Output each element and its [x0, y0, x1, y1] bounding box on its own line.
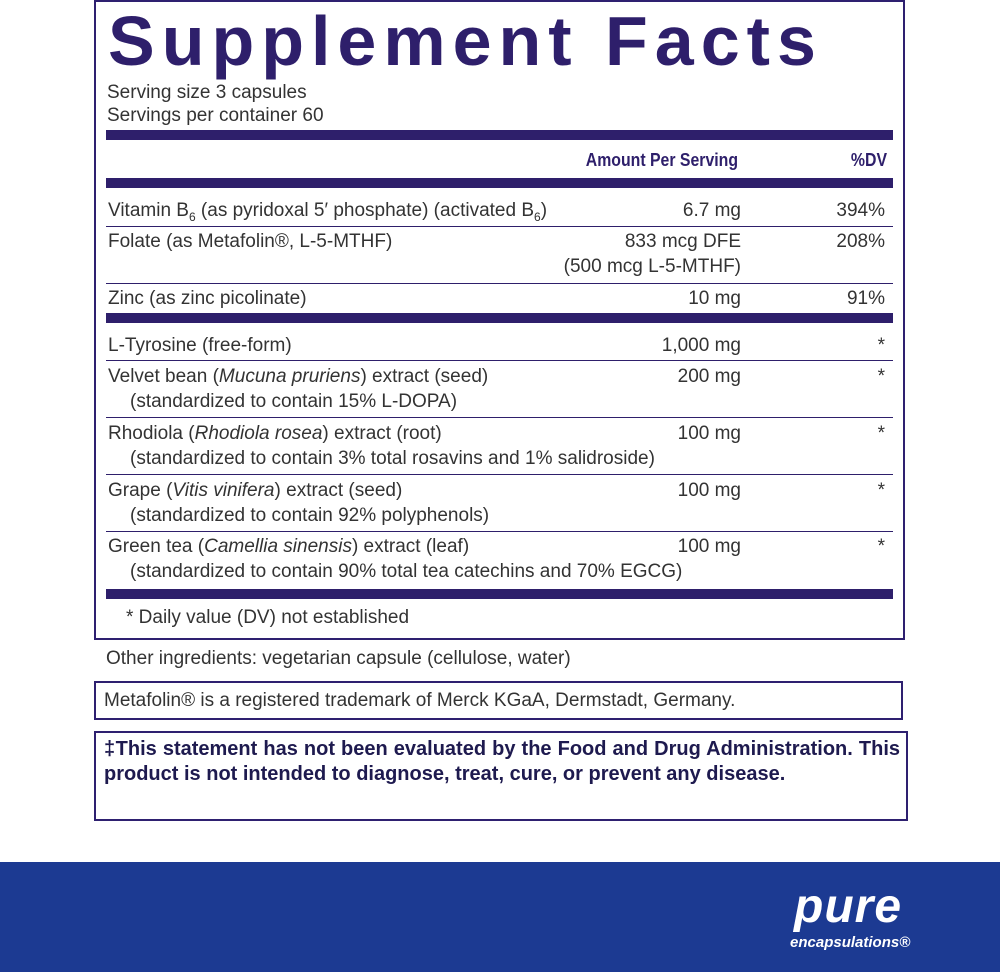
ingredient-dv: * [877, 536, 885, 557]
nutrient-name: Zinc (as zinc picolinate) [108, 288, 307, 309]
fda-disclaimer: ‡This statement has not been evaluated b… [94, 731, 908, 821]
ingredient-amount: 200 mg [677, 366, 741, 387]
nutrient-row: Zinc (as zinc picolinate) 10 mg 91% [106, 286, 893, 311]
ingredient-amount: 100 mg [677, 423, 741, 444]
ingredient-detail: (standardized to contain 92% polyphenols… [130, 505, 490, 526]
servings-per-container: Servings per container 60 [107, 105, 324, 126]
divider-bar [106, 589, 893, 599]
ingredient-amount: 1,000 mg [661, 335, 741, 356]
logo-wordmark: pure [794, 880, 903, 933]
ingredient-dv: * [877, 480, 885, 501]
ingredient-amount: 100 mg [677, 480, 741, 501]
nutrient-name: Vitamin B6 (as pyridoxal 5′ phosphate) (… [108, 200, 548, 224]
divider-bar [106, 178, 893, 188]
amount-header: Amount Per Serving [585, 150, 738, 170]
serving-size: Serving size 3 capsules [107, 82, 307, 103]
ingredient-detail: (standardized to contain 90% total tea c… [130, 561, 683, 582]
divider-bar [106, 130, 893, 140]
ingredient-row: Grape (Vitis vinifera) extract (seed) (s… [106, 478, 893, 532]
ingredient-name: L-Tyrosine (free-form) [108, 335, 292, 356]
ingredient-row: Rhodiola (Rhodiola rosea) extract (root)… [106, 421, 893, 475]
nutrient-dv: 91% [846, 288, 885, 309]
nutrient-amount-detail: (500 mcg L-5-MTHF) [563, 256, 741, 277]
nutrient-dv: 208% [836, 231, 885, 252]
ingredient-row: Green tea (Camellia sinensis) extract (l… [106, 534, 893, 587]
dv-header: %DV [850, 150, 887, 170]
logo-subtitle: encapsulations® [790, 934, 911, 951]
footnote: * Daily value (DV) not established [126, 607, 410, 628]
supplement-facts-panel: Supplement Facts Serving size 3 capsules… [94, 0, 905, 640]
ingredient-amount: 100 mg [677, 536, 741, 557]
ingredient-name: Green tea (Camellia sinensis) extract (l… [108, 536, 470, 557]
ingredient-dv: * [877, 335, 885, 356]
panel-title: Supplement Facts [108, 2, 823, 80]
nutrient-name: Folate (as Metafolin®, L-5-MTHF) [108, 231, 393, 252]
ingredient-detail: (standardized to contain 15% L-DOPA) [130, 391, 458, 412]
nutrient-amount: 833 mcg DFE [624, 231, 741, 252]
brand-logo: pure encapsulations® [790, 882, 910, 952]
trademark-notice: Metafolin® is a registered trademark of … [94, 681, 903, 720]
ingredient-dv: * [877, 423, 885, 444]
divider-bar [106, 313, 893, 323]
nutrient-amount: 6.7 mg [682, 200, 741, 221]
ingredient-name: Rhodiola (Rhodiola rosea) extract (root) [108, 423, 442, 444]
ingredient-row: Velvet bean (Mucuna pruriens) extract (s… [106, 364, 893, 418]
nutrient-dv: 394% [836, 200, 885, 221]
nutrient-row: Folate (as Metafolin®, L-5-MTHF) 833 mcg… [106, 229, 893, 284]
ingredient-row: L-Tyrosine (free-form) 1,000 mg * [106, 333, 893, 361]
ingredient-detail: (standardized to contain 3% total rosavi… [130, 448, 655, 469]
ingredient-name: Grape (Vitis vinifera) extract (seed) [108, 480, 403, 501]
brand-band [0, 862, 1000, 972]
ingredient-dv: * [877, 366, 885, 387]
nutrient-row: Vitamin B6 (as pyridoxal 5′ phosphate) (… [106, 198, 893, 227]
ingredient-name: Velvet bean (Mucuna pruriens) extract (s… [108, 366, 489, 387]
nutrient-amount: 10 mg [688, 288, 741, 309]
other-ingredients: Other ingredients: vegetarian capsule (c… [106, 648, 571, 669]
